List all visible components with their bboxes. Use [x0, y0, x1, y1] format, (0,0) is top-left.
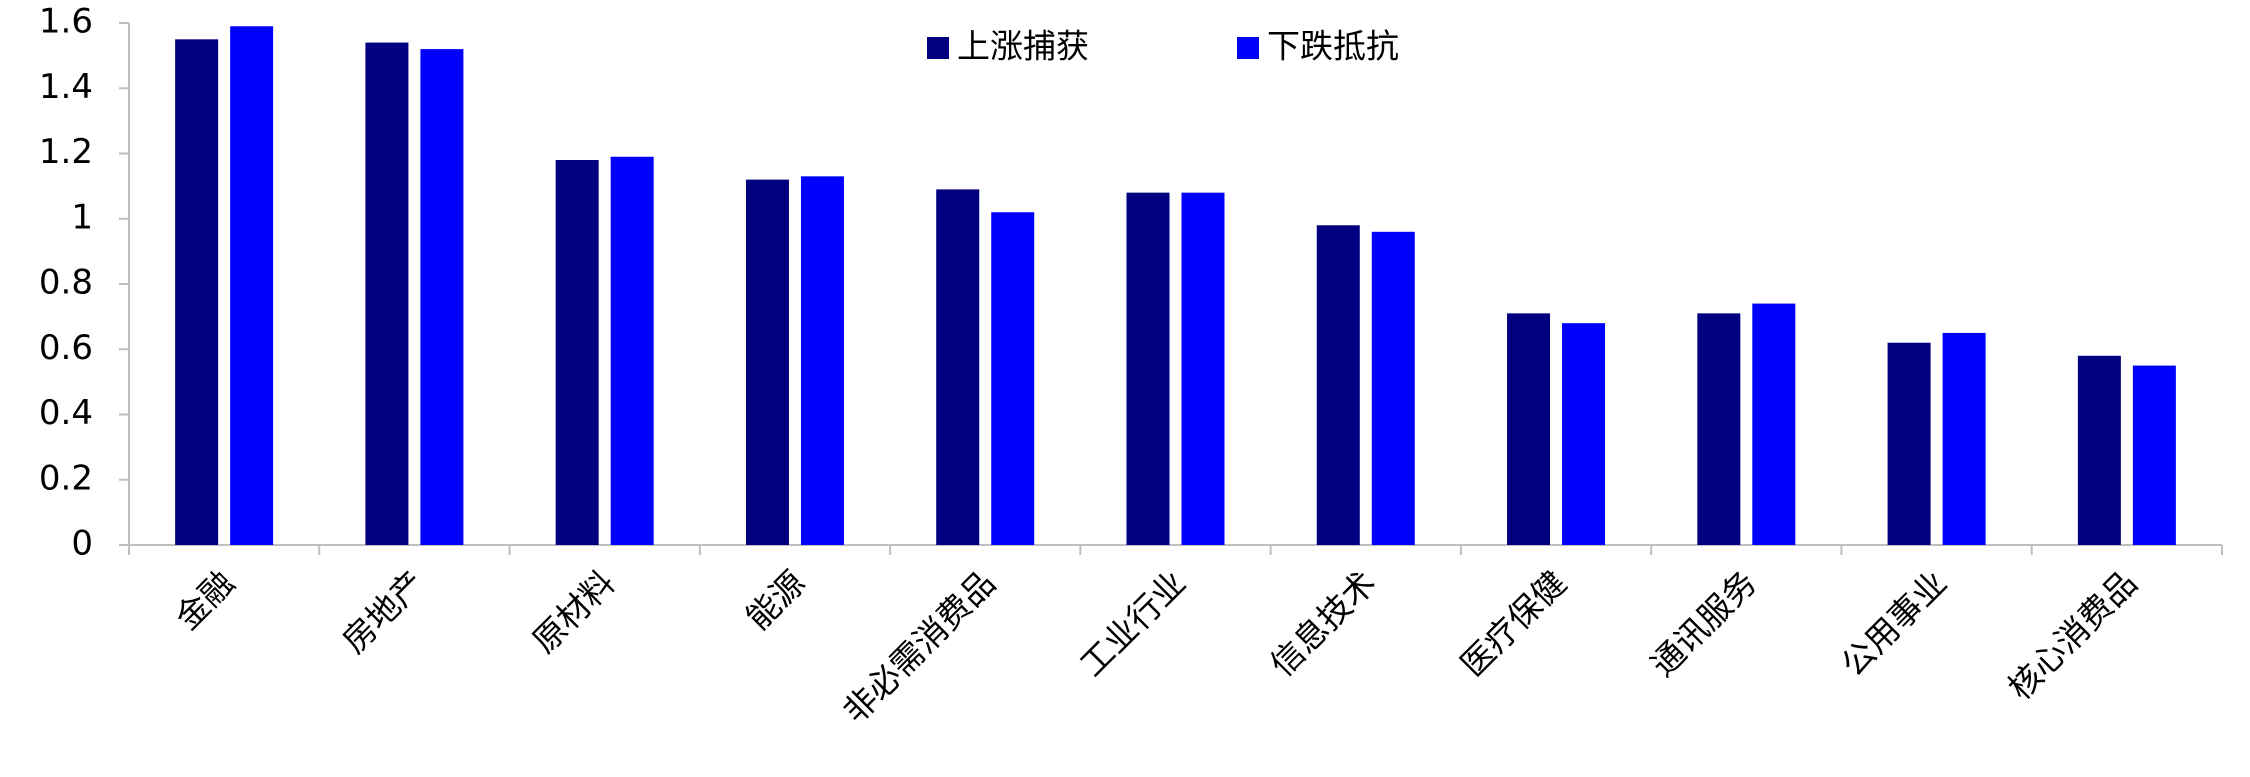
x-tick-label: 工业行业 — [1072, 563, 1193, 684]
bar — [991, 212, 1035, 545]
bar — [2132, 365, 2176, 545]
bar — [745, 179, 789, 545]
legend-label: 上涨捕获 — [957, 27, 1089, 66]
y-tick-label: 0.6 — [39, 328, 93, 368]
x-tick-label: 非必需消费品 — [835, 563, 1003, 731]
bar — [1126, 192, 1170, 545]
legend-swatch — [1237, 37, 1259, 59]
bar — [1887, 342, 1931, 545]
bar — [1697, 313, 1741, 545]
y-tick-label: 1.2 — [39, 132, 93, 172]
bar — [1371, 231, 1415, 546]
x-tick-label: 通讯服务 — [1643, 563, 1764, 684]
bar — [555, 160, 599, 545]
bar — [610, 156, 654, 545]
bar — [1316, 225, 1360, 545]
y-tick-label: 0.2 — [39, 458, 93, 498]
x-tick-label: 原材料 — [525, 563, 623, 661]
legend-label: 下跌抵抗 — [1267, 27, 1399, 66]
bar — [1507, 313, 1551, 545]
y-tick-label: 0.8 — [39, 263, 93, 303]
y-tick-label: 1.6 — [39, 2, 93, 42]
bar — [800, 176, 844, 545]
bar — [175, 39, 219, 545]
bar — [2077, 355, 2121, 545]
x-tick-label: 信息技术 — [1263, 563, 1384, 684]
x-tick-label: 公用事业 — [1833, 563, 1954, 684]
x-tick-label: 金融 — [168, 563, 242, 637]
bar — [230, 26, 274, 545]
bar — [1181, 192, 1225, 545]
y-tick-label: 1 — [71, 197, 93, 237]
bar — [1942, 332, 1986, 545]
bar — [1752, 303, 1796, 545]
y-tick-label: 0.4 — [39, 393, 93, 433]
x-tick-label: 房地产 — [334, 563, 432, 661]
y-tick-label: 0 — [71, 524, 93, 564]
y-tick-label: 1.4 — [39, 67, 93, 107]
bar — [365, 42, 409, 545]
bar — [1562, 323, 1606, 545]
x-tick-label: 能源 — [738, 563, 812, 637]
x-tick-label: 核心消费品 — [2000, 563, 2144, 707]
x-tick-label: 医疗保健 — [1453, 563, 1574, 684]
bar — [936, 189, 980, 545]
legend-swatch — [927, 37, 949, 59]
bar — [420, 49, 464, 545]
